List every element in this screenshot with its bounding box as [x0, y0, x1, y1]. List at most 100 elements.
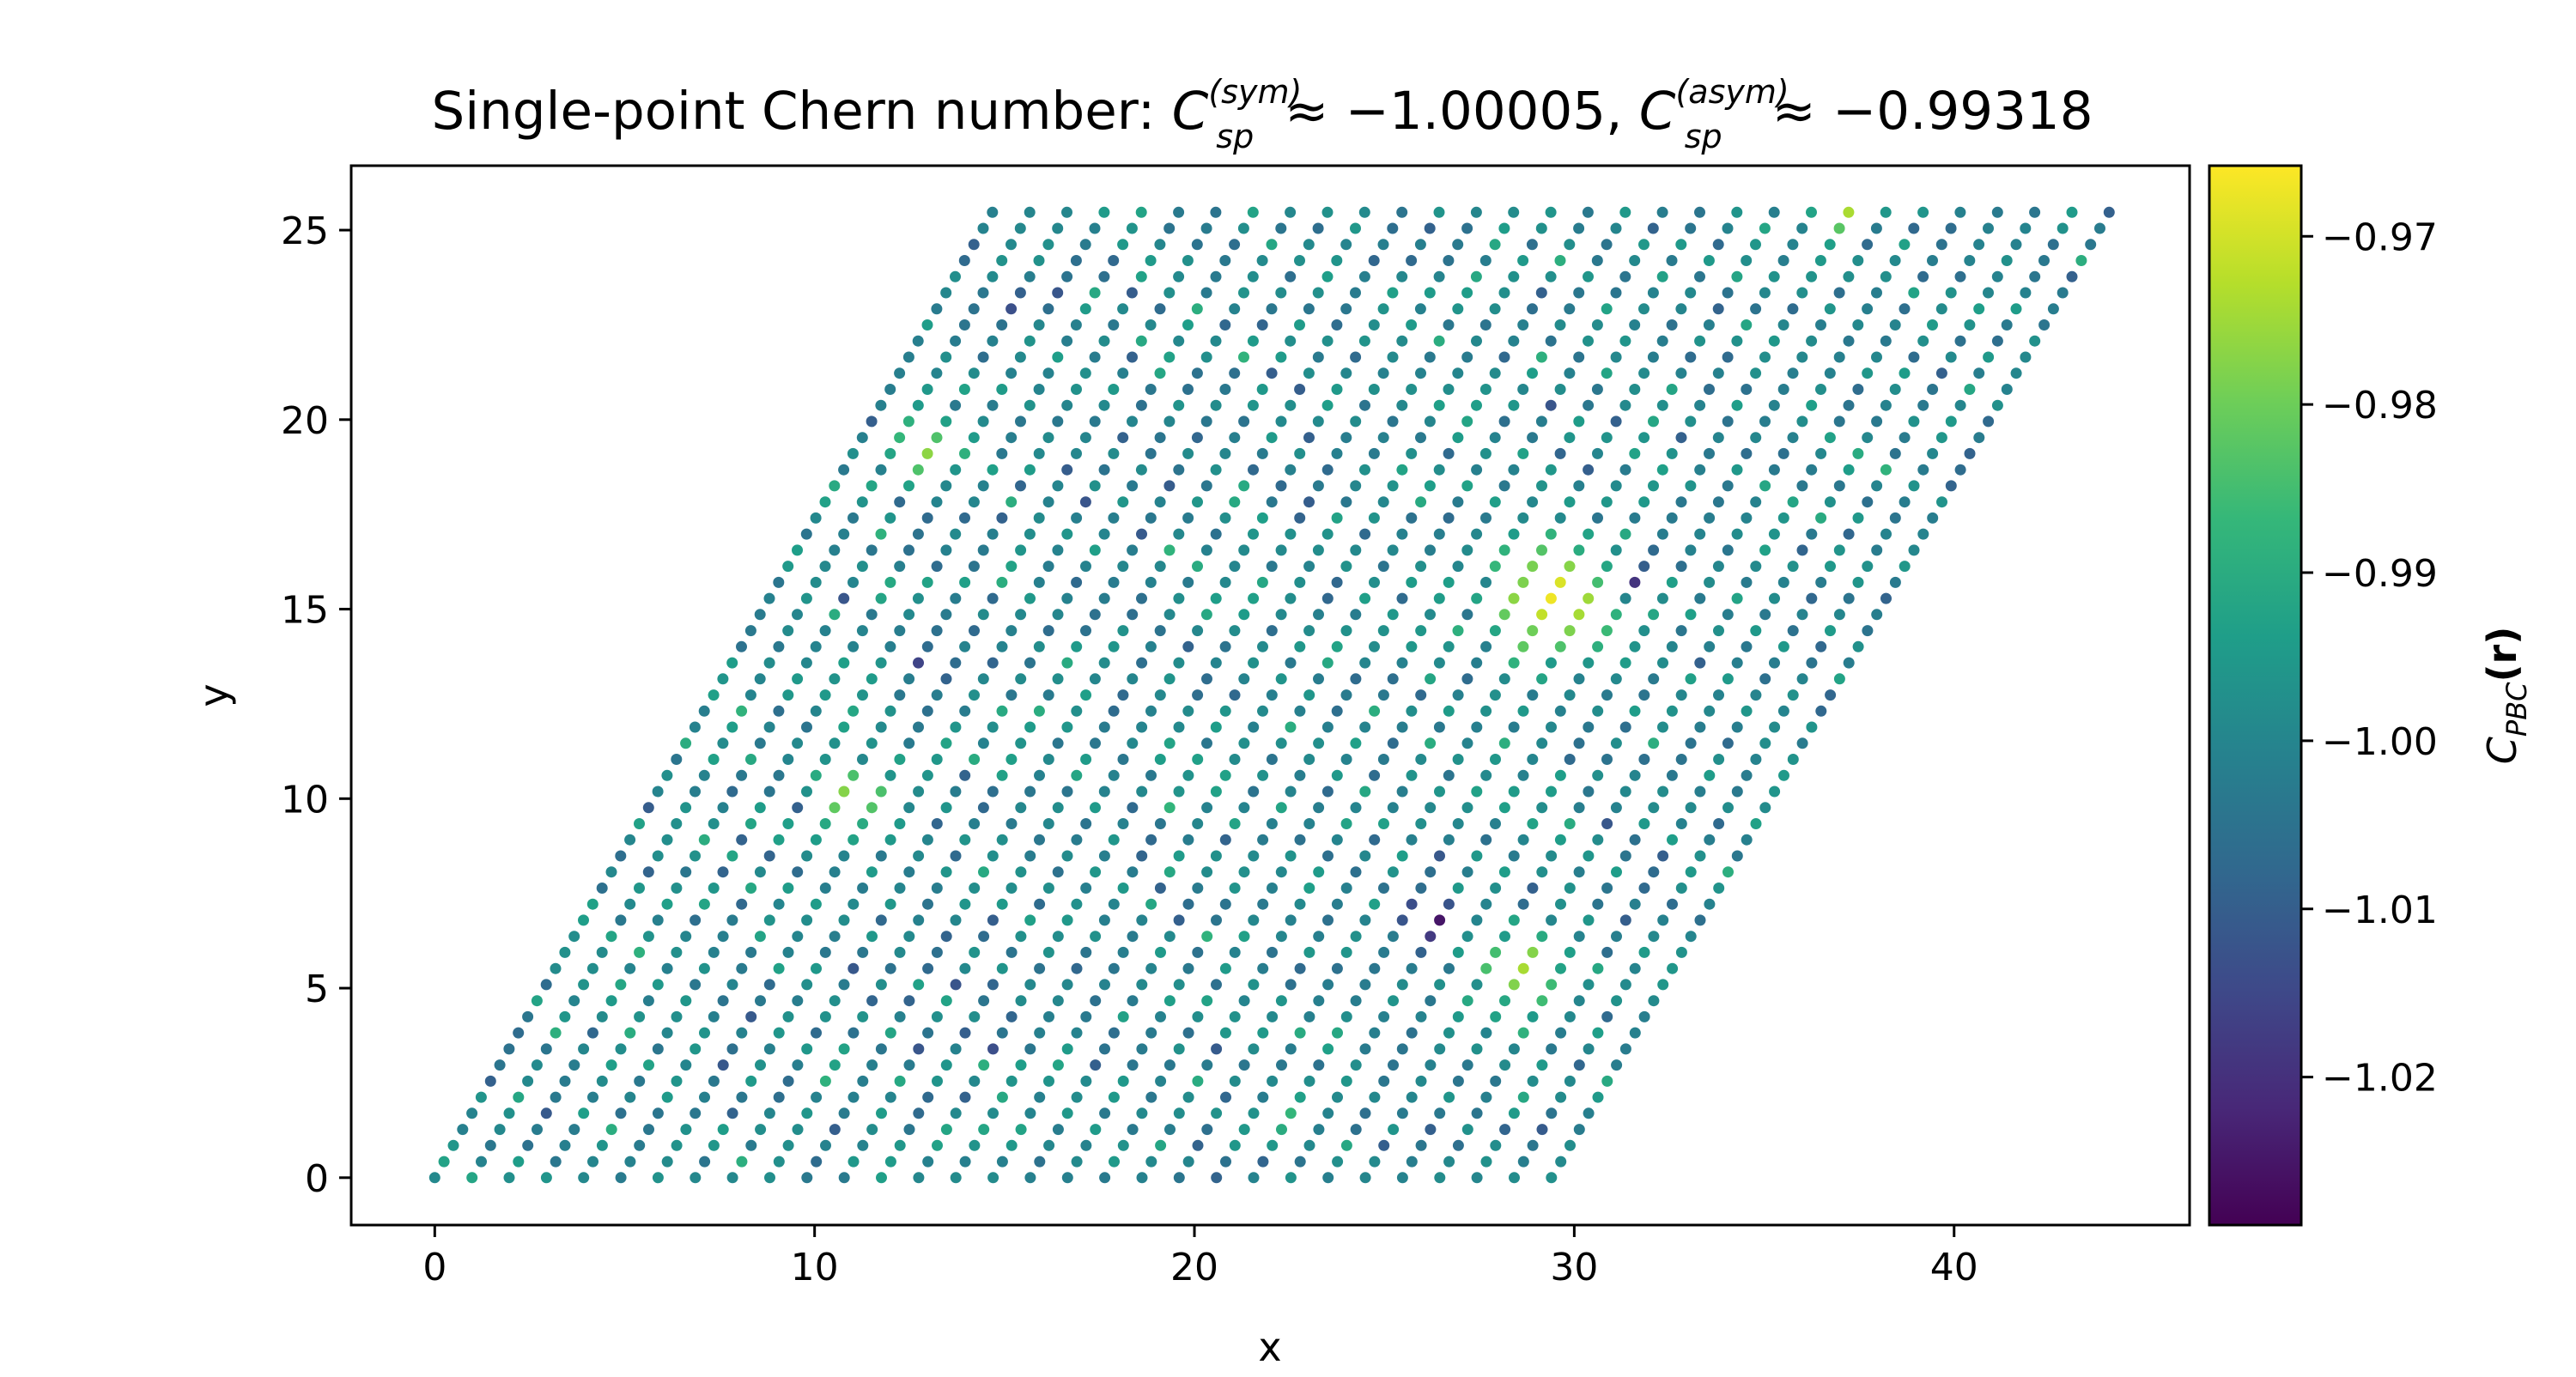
scatter-point — [1526, 239, 1538, 251]
scatter-point — [1490, 946, 1502, 958]
scatter-point — [1257, 769, 1269, 781]
scatter-point — [745, 883, 757, 894]
scatter-point — [1452, 303, 1464, 315]
scatter-point — [1145, 576, 1157, 588]
scatter-point — [773, 640, 785, 652]
scatter-point — [690, 1107, 702, 1119]
scatter-point — [1061, 1043, 1073, 1055]
scatter-point — [1983, 416, 1995, 428]
scatter-point — [1647, 351, 1659, 363]
scatter-point — [1509, 1172, 1520, 1184]
scatter-point — [1275, 416, 1287, 428]
scatter-point — [1350, 1124, 1362, 1136]
scatter-point — [1685, 737, 1697, 749]
scatter-point — [1731, 206, 1743, 218]
scatter-point — [810, 512, 822, 524]
scatter-point — [1359, 786, 1371, 798]
scatter-point — [848, 834, 860, 846]
scatter-point — [1843, 399, 1855, 411]
scatter-point — [652, 1043, 664, 1055]
scatter-point — [1005, 883, 1018, 894]
scatter-point — [1591, 255, 1603, 266]
scatter-point — [1312, 222, 1324, 234]
scatter-point — [1145, 1156, 1157, 1168]
scatter-point — [1229, 496, 1241, 508]
scatter-point — [1192, 946, 1204, 958]
scatter-point — [503, 1107, 515, 1119]
scatter-point — [1945, 222, 1957, 234]
scatter-point — [1322, 850, 1334, 862]
scatter-point — [1647, 287, 1659, 299]
scatter-point — [1321, 786, 1334, 798]
scatter-point — [829, 609, 841, 621]
scatter-point — [1787, 625, 1799, 637]
scatter-point — [1079, 496, 1091, 508]
scatter-point — [1862, 367, 1874, 379]
scatter-point — [921, 834, 933, 846]
scatter-point — [866, 802, 878, 814]
scatter-point — [1806, 528, 1818, 540]
scatter-point — [1294, 512, 1306, 524]
scatter-point — [1555, 1091, 1567, 1103]
scatter-point — [1275, 995, 1287, 1007]
scatter-point — [1136, 1172, 1148, 1184]
scatter-point — [1554, 769, 1566, 781]
scatter-point — [1033, 512, 1045, 524]
scatter-point — [1722, 287, 1734, 299]
scatter-point — [1396, 979, 1408, 991]
scatter-point — [978, 866, 989, 878]
scatter-point — [1862, 432, 1874, 444]
chart-title: Single-point Chern number: C(sym) sp ≈ −1.… — [431, 73, 2093, 155]
scatter-point — [1908, 222, 1920, 234]
scatter-point — [792, 995, 804, 1007]
scatter-point — [922, 898, 933, 910]
scatter-point — [969, 754, 981, 765]
scatter-point — [1433, 592, 1445, 604]
scatter-point — [1768, 335, 1780, 347]
scatter-point — [1117, 689, 1129, 701]
scatter-point — [1294, 1156, 1306, 1168]
scatter-point — [987, 528, 999, 540]
scatter-point — [800, 657, 812, 669]
scatter-point — [1191, 239, 1203, 251]
scatter-point — [1090, 802, 1101, 814]
scatter-point — [1712, 367, 1724, 379]
scatter-point — [1005, 303, 1018, 315]
scatter-point — [1089, 351, 1101, 363]
scatter-point — [736, 640, 747, 652]
scatter-point — [1043, 1139, 1055, 1151]
scatter-point — [800, 528, 812, 540]
scatter-point — [1098, 914, 1110, 926]
scatter-point — [1154, 883, 1166, 894]
scatter-point — [875, 657, 887, 669]
scatter-point — [1573, 931, 1585, 943]
scatter-point — [1267, 1010, 1279, 1022]
scatter-point — [1257, 962, 1269, 974]
y-tick-label: 5 — [305, 968, 329, 1011]
scatter-point — [1583, 657, 1595, 669]
scatter-point — [1340, 303, 1352, 315]
scatter-point — [1163, 480, 1176, 492]
scatter-point — [940, 995, 952, 1007]
scatter-point — [1331, 512, 1343, 524]
scatter-point — [1117, 239, 1129, 251]
scatter-point — [1471, 1107, 1483, 1119]
scatter-point — [856, 561, 868, 573]
scatter-point — [1303, 1010, 1315, 1022]
scatter-point — [903, 673, 915, 685]
scatter-point — [857, 818, 869, 829]
scatter-point — [1685, 351, 1697, 363]
scatter-point — [1610, 480, 1622, 492]
scatter-point — [596, 1010, 608, 1022]
scatter-point — [829, 544, 841, 556]
scatter-point — [2047, 239, 2059, 251]
scatter-point — [717, 802, 729, 814]
scatter-point — [1247, 206, 1259, 218]
scatter-point — [1731, 721, 1743, 733]
scatter-point — [1787, 754, 1799, 765]
scatter-point — [1145, 769, 1157, 781]
scatter-point — [1071, 1027, 1083, 1039]
scatter-point — [958, 319, 970, 331]
scatter-point — [1452, 367, 1464, 379]
scatter-point — [1508, 979, 1520, 991]
